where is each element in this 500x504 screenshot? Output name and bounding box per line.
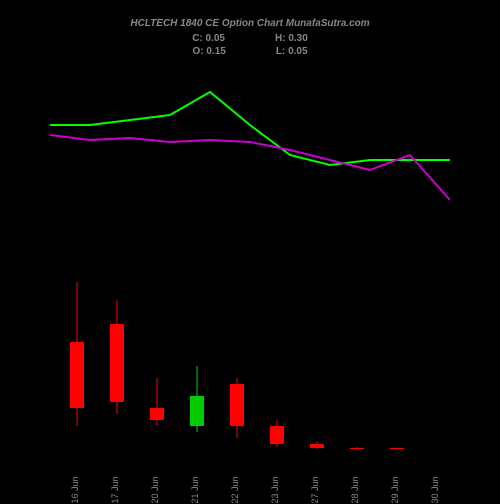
candle [150, 250, 164, 450]
ohlc-display: C: 0.05 H: 0.30 O: 0.15 L: 0.05 [192, 32, 308, 58]
candle [230, 250, 244, 450]
low-value: L: 0.05 [276, 45, 308, 58]
x-axis-label: 22 Jun [230, 476, 240, 503]
candle-body [110, 324, 124, 402]
x-axis-label: 16 Jun [70, 476, 80, 503]
open-value: O: 0.15 [192, 45, 225, 58]
candle [270, 250, 284, 450]
candle-body [310, 444, 324, 448]
chart-container: HCLTECH 1840 CE Option Chart MunafaSutra… [0, 0, 500, 500]
high-value: H: 0.30 [275, 32, 308, 45]
candle-body [350, 448, 364, 449]
x-axis-label: 30 Jun [430, 476, 440, 503]
indicator-line-1 [50, 135, 450, 200]
x-axis-label: 28 Jun [350, 476, 360, 503]
candle [190, 250, 204, 450]
candle-body [150, 408, 164, 420]
candle-body [190, 396, 204, 426]
x-axis-label: 17 Jun [110, 476, 120, 503]
chart-title: HCLTECH 1840 CE Option Chart MunafaSutra… [130, 18, 369, 29]
indicator-line-0 [50, 92, 450, 165]
chart-area [50, 70, 450, 450]
candle [350, 250, 364, 450]
candle-body [390, 448, 404, 449]
x-axis-label: 27 Jun [310, 476, 320, 503]
close-value: C: 0.05 [192, 32, 225, 45]
candle [110, 250, 124, 450]
candle-body [230, 384, 244, 426]
x-axis-labels: 16 Jun 17 Jun 20 Jun 21 Jun 22 Jun 23 Jun 27 J… [50, 455, 450, 500]
x-axis-label: 23 Jun [270, 476, 280, 503]
candle [310, 250, 324, 450]
candle-body [70, 342, 84, 408]
candle-area [50, 250, 450, 450]
candle [70, 250, 84, 450]
x-axis-label: 21 Jun [190, 476, 200, 503]
candle [390, 250, 404, 450]
x-axis-label: 29 Jun [390, 476, 400, 503]
x-axis-label: 20 Jun [150, 476, 160, 503]
candle-body [270, 426, 284, 444]
